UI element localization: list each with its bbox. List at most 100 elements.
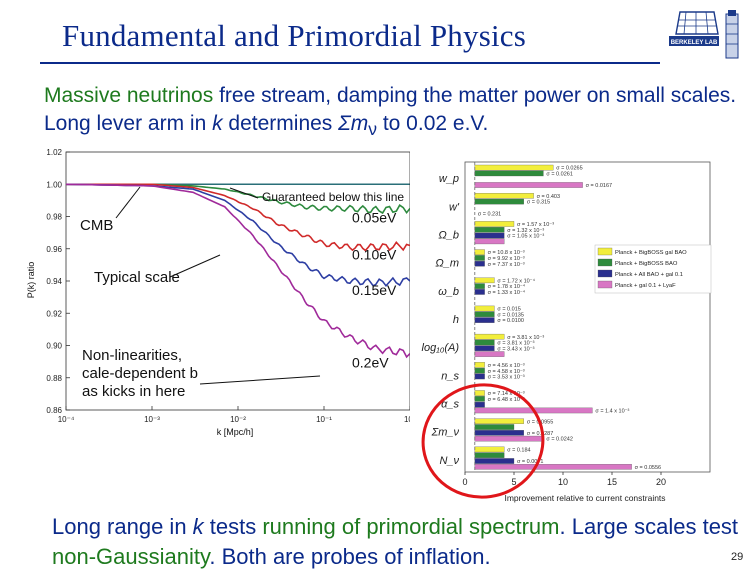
chart1-series-label: 0.05eV — [352, 209, 397, 225]
chart2-xtick-label: 10 — [558, 477, 568, 487]
chart2-bar-label: σ = 0.0242 — [546, 437, 573, 443]
footer-text-4: . Both are probes of inflation. — [209, 544, 491, 569]
chart2-bar-label: σ = 0.0100 — [497, 318, 524, 324]
chart2-category-label: log₁₀(A) — [422, 342, 460, 354]
chart1-xtick-label: 10⁻³ — [144, 415, 160, 424]
chart2-bar — [474, 260, 485, 267]
chart1-xlabel: k [Mpc/h] — [217, 427, 254, 437]
chart2-bar — [474, 345, 495, 352]
title-underline — [40, 62, 660, 64]
chart2-legend-label: Planck + gal 0.1 + LyaF — [615, 283, 676, 289]
chart2-category-label: Σm_ν — [431, 427, 460, 439]
chart2-bar — [474, 390, 485, 396]
chart2-bar-label: σ = 9.92 x 10⁻³ — [488, 256, 525, 262]
chart2-bar-label: σ = 1.05 x 10⁻³ — [507, 234, 544, 240]
chart2-bar — [474, 198, 524, 205]
chart2-bar-label: σ = 0.0135 — [497, 312, 524, 318]
chart2-bar — [474, 418, 524, 424]
annotation-typical-scale: Typical scale — [94, 269, 180, 286]
chart2-bar — [474, 182, 583, 188]
berkeley-lab-logo: BERKELEY LAB — [666, 6, 744, 64]
chart1-ytick-label: 0.88 — [46, 374, 62, 383]
footer-highlight-nongauss: non-Gaussianity — [52, 544, 210, 569]
chart2-bar-label: σ = 1.32 x 10⁻³ — [507, 228, 544, 234]
annotation-arrows — [115, 186, 321, 385]
footer-paragraph: Long range in k tests running of primord… — [52, 512, 752, 572]
chart2-bar-label: σ = 0.0287 — [527, 431, 554, 437]
intro-k: k — [212, 112, 223, 135]
footer-text-2: tests — [203, 514, 263, 539]
footer-text-3: . Large scales test — [559, 514, 739, 539]
chart1-ytick-label: 0.98 — [46, 213, 62, 222]
annotation-cmb: CMB — [80, 217, 113, 234]
chart2-category-label: w' — [449, 201, 460, 213]
chart2-bar-label: σ = 0.0265 — [556, 166, 583, 172]
chart2-bar-label: σ = 1.57 x 10⁻³ — [517, 222, 554, 228]
chart2-bar — [474, 424, 515, 430]
chart2-bar — [474, 351, 505, 357]
chart2-category-label: h — [453, 314, 459, 326]
chart2-bar — [474, 373, 485, 380]
chart2-category-label: N_ν — [439, 455, 459, 467]
intro-sum-m: Σm — [338, 112, 369, 135]
chart1-series-line — [65, 183, 411, 288]
chart2-bar-label: σ = 0.015 — [497, 307, 520, 313]
page-number: 29 — [731, 551, 744, 563]
chart2-bar — [474, 339, 495, 346]
chart2-bar-label: σ = 1.33 x 10⁻⁴ — [488, 289, 526, 296]
chart2-bar-label: σ = 6.48 x 10⁻³ — [488, 397, 525, 403]
chart2-legend-swatch — [597, 258, 613, 267]
chart2-bar-label: σ = 3.43 x 10⁻³ — [497, 346, 534, 352]
chart2-bar — [474, 446, 505, 453]
chart2-legend-label: Planck + All BAO + gal 0.1 — [615, 272, 683, 278]
chart2-legend-swatch — [597, 269, 613, 278]
chart2-xtick-label: 15 — [607, 477, 617, 487]
chart1-ytick-label: 0.94 — [46, 277, 62, 286]
chart2-bar — [474, 367, 485, 374]
chart2-bar — [474, 458, 515, 464]
chart2-bar — [474, 227, 505, 233]
chart2-bar — [474, 232, 505, 239]
chart2-bar — [474, 193, 534, 199]
chart2-xlabel: Improvement relative to current constrai… — [504, 493, 665, 503]
chart2-bar-label: σ = 0.0556 — [635, 465, 662, 471]
slide-title: Fundamental and Primordial Physics — [62, 18, 527, 53]
chart2-bar — [474, 401, 485, 408]
chart2-bar — [474, 221, 515, 227]
footer-k: k — [192, 514, 204, 539]
chart2-bar-label: σ = 1.78 x 10⁻⁴ — [488, 283, 526, 290]
intro-text-2: determines — [222, 112, 339, 135]
chart1-ytick-label: 0.90 — [46, 342, 62, 351]
chart2-bar-label: σ = 7.37 x 10⁻³ — [488, 262, 525, 268]
chart2-bar-label: σ = 1.4 x 10⁻³ — [595, 409, 629, 415]
chart2-xtick-label: 20 — [656, 477, 666, 487]
chart2-category-label: Ω_b — [438, 229, 459, 241]
chart2-bar — [474, 396, 485, 402]
logo-text: BERKELEY LAB — [671, 40, 718, 46]
chart2-bar-label: σ = 10.8 x 10⁻³ — [488, 250, 525, 256]
chart2-legend-label: Planck + BigBOSS gal BAO — [615, 250, 687, 256]
chart2-bar-label: σ = 3.81 x 10⁻³ — [497, 341, 534, 347]
chart1-series-label: 0.2eV — [352, 355, 389, 371]
annotation-nonlinearities: Non-linearities, cale-dependent b as kick… — [82, 347, 198, 400]
chart1-ylabel: P(k) ratio — [26, 262, 36, 299]
chart1-ytick-label: 1.02 — [46, 148, 62, 157]
chart2-bar — [474, 333, 505, 340]
chart1-series-line — [66, 183, 411, 215]
chart2-bar — [474, 305, 495, 312]
chart2-bar — [474, 311, 495, 318]
chart2-bar-label: σ = 0.0167 — [586, 183, 613, 189]
highlight-circle — [421, 383, 545, 499]
intro-paragraph: Massive neutrinos free stream, damping t… — [44, 82, 754, 143]
chart2-bar — [474, 362, 485, 368]
chart2-bar-label: σ = 1.72 x 10⁻⁴ — [497, 277, 535, 284]
chart1-ytick-label: 0.92 — [46, 309, 62, 318]
chart2-legend-swatch — [597, 247, 613, 256]
chart2-bar — [474, 452, 505, 458]
chart2-bar — [474, 289, 485, 295]
chart1-ytick-label: 1.00 — [46, 180, 62, 189]
chart2-legend-label: Planck + BigBOSS BAO — [615, 261, 678, 267]
chart2-bar — [474, 277, 495, 284]
chart2-bar-label: σ = 3.53 x 10⁻³ — [488, 375, 525, 381]
